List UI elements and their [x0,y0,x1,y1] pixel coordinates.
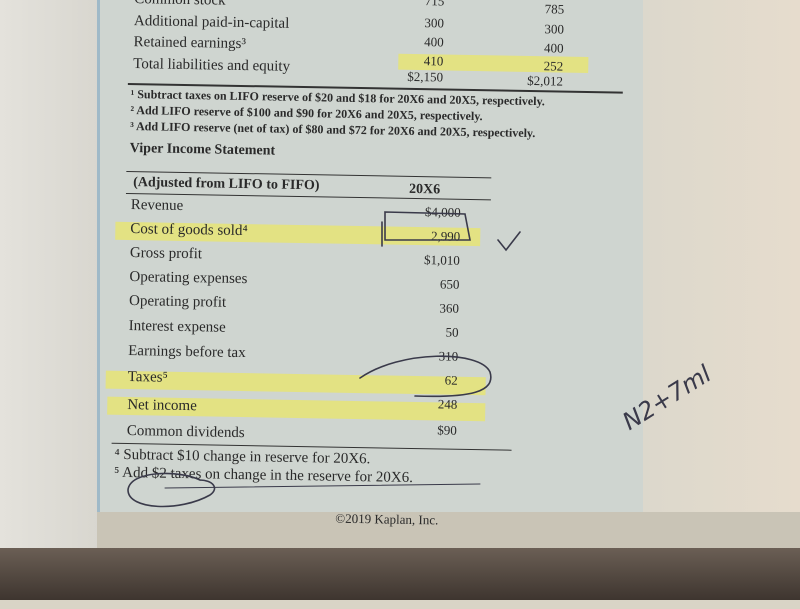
page-background [640,0,800,545]
circle-mark [127,472,216,508]
box-mark [384,211,471,241]
shadow [0,548,800,600]
check-mark-icon [497,231,521,252]
underline-mark [164,483,481,489]
circle-mark [359,355,492,398]
page-margin [0,0,100,600]
page-footer-area [97,512,800,552]
